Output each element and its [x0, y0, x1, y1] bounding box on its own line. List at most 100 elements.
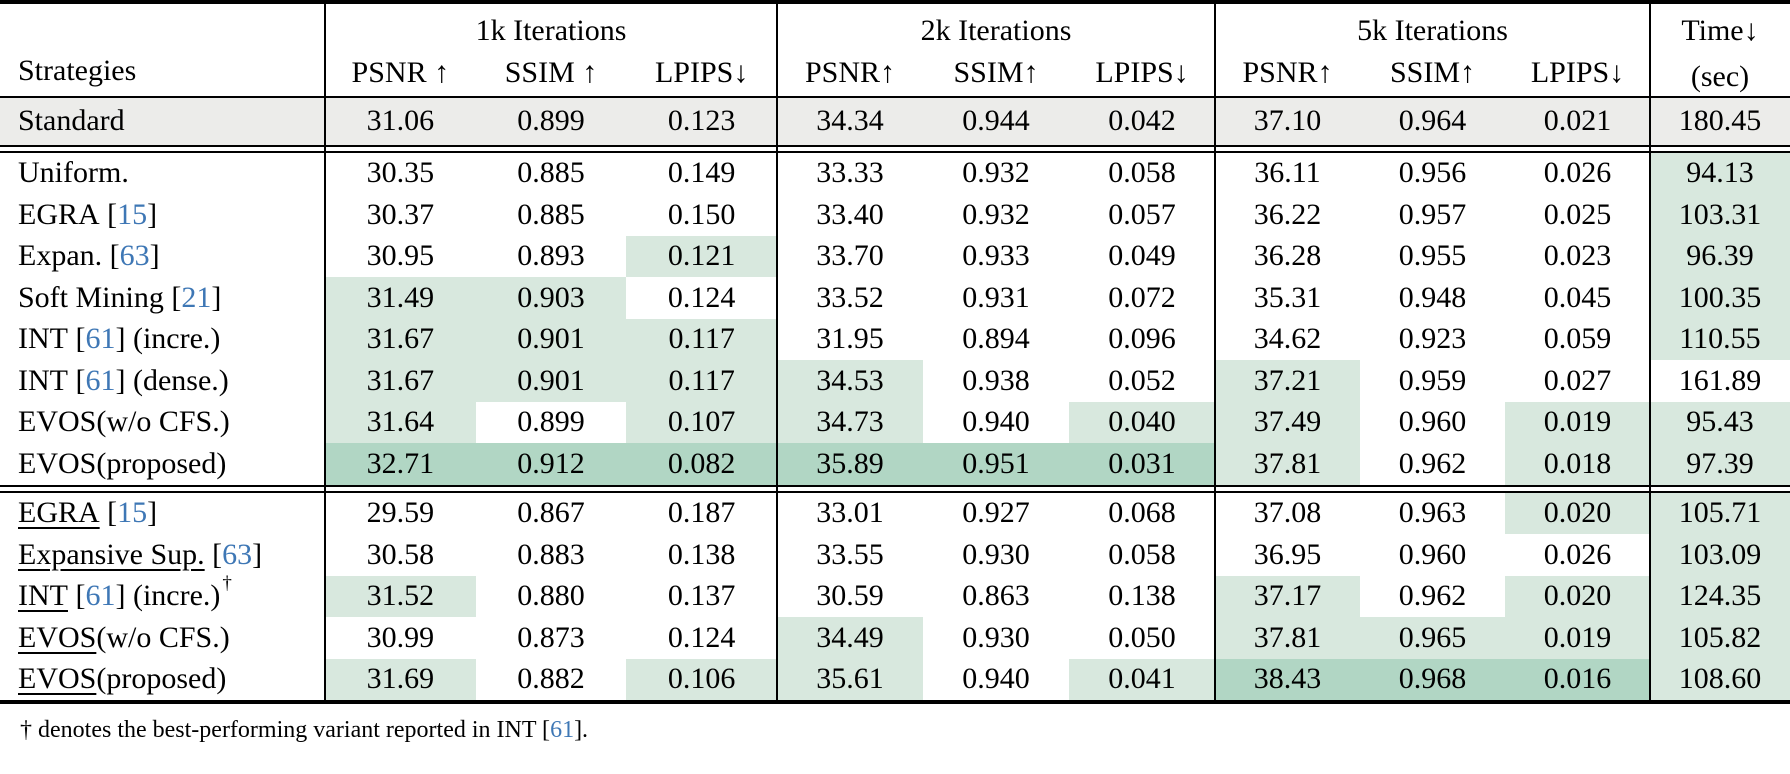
table-row: EVOS (proposed) 31.69 0.882 0.106 35.61 0.940… [0, 658, 1790, 700]
metric-cell-ssim-5k: 0.923 [1398, 322, 1467, 356]
metric-cell-psnr-5k: 36.28 [1253, 239, 1322, 273]
metric-cell-lpips-2k: 0.041 [1068, 658, 1215, 700]
column-separator [1649, 4, 1651, 700]
iteration-group: 1k Iterations PSNR ↑ SSIM ↑ LPIPS↓ [325, 4, 777, 96]
metric-cell-psnr-5k: 36.22 [1253, 197, 1322, 231]
sampling-strategies-section: Uniform. 30.35 0.885 0.149 33.33 0.932 0.058 36… [0, 152, 1790, 485]
time-label: Time↓ [1681, 14, 1759, 47]
section-divider-rule [0, 144, 1790, 153]
metric-cell-ssim-1k: 0.880 [517, 579, 585, 613]
underlined-variants-section: EGRA [15] 29.59 0.867 0.187 33.01 0.927 0.068 3… [0, 492, 1790, 700]
metric-cell-ssim-1k: 0.867 [517, 496, 585, 530]
metric-cell-lpips-1k: 0.149 [667, 156, 736, 190]
metric-cell-lpips-2k: 0.052 [1108, 363, 1176, 397]
strategy-label: EGRA [15] [18, 197, 158, 231]
metric-cell-psnr-2k: 34.49 [776, 617, 923, 659]
group-metric-headers: PSNR↑ SSIM↑ LPIPS↓ [777, 50, 1215, 96]
time-cell-time: 105.71 [1649, 492, 1790, 534]
metric-cell-lpips-2k: 0.049 [1108, 239, 1176, 273]
metric-cell-ssim-2k: 0.933 [962, 239, 1030, 273]
metric-cell-ssim-2k: 0.894 [962, 322, 1030, 356]
metric-cell-ssim-1k: 0.885 [517, 197, 585, 231]
metric-cell-psnr-5k: 36.11 [1254, 156, 1321, 190]
citation: 63 [119, 239, 150, 273]
metric-cell-psnr-1k: 30.37 [366, 197, 435, 231]
metric-cell-ssim-5k: 0.948 [1398, 280, 1467, 314]
strategy-name: EVOS [18, 405, 97, 439]
metric-cell-psnr-2k: 35.61 [776, 658, 923, 700]
metric-cell-psnr-1k: 31.67 [325, 360, 476, 402]
metric-cell-ssim-1k: 0.899 [517, 405, 585, 439]
metric-cell-psnr-2k: 34.73 [776, 401, 923, 443]
metric-cell-lpips-1k: 0.107 [626, 401, 777, 443]
metric-cell-ssim-1k: 0.885 [517, 156, 585, 190]
metric-cell-psnr-1k: 30.35 [366, 156, 435, 190]
group-title: 1k Iterations [475, 14, 627, 47]
metric-cell-psnr-1k: 30.58 [366, 537, 435, 571]
metric-cell-lpips-2k: 0.072 [1108, 280, 1176, 314]
strategy-name: Soft Mining [18, 280, 164, 314]
metric-cell-lpips-5k: 0.023 [1543, 239, 1612, 273]
metric-cell-psnr-2k: 33.40 [816, 197, 884, 231]
strategy-name: INT [18, 363, 68, 397]
time-cell-time: 108.60 [1649, 658, 1790, 700]
metric-cell-lpips-1k: 0.117 [626, 360, 777, 402]
metric-cell-psnr-2k: 30.59 [816, 579, 884, 613]
metric-cell-psnr-5k: 34.62 [1253, 322, 1322, 356]
time-cell-time: 161.89 [1678, 363, 1762, 397]
table-row: EGRA [15] 29.59 0.867 0.187 33.01 0.927 0.068 3… [0, 492, 1790, 534]
table-row: Soft Mining [21] 31.49 0.903 0.124 33.52 0.93… [0, 277, 1790, 319]
strategy-label: Expan. [63] [18, 239, 160, 273]
metric-cell-lpips-1k: 0.117 [626, 318, 777, 360]
metric-cell-psnr-2k: 31.95 [816, 322, 884, 356]
metric-header: SSIM ↑ [504, 56, 598, 89]
metric-cell-lpips-5k: 0.020 [1504, 575, 1650, 617]
metric-cell-psnr-2k: 33.55 [816, 537, 884, 571]
metric-cell-lpips-5k: 0.045 [1543, 280, 1612, 314]
metric-cell-ssim-5k: 0.959 [1398, 363, 1467, 397]
metric-cell-lpips-5k: 0.026 [1543, 156, 1612, 190]
metric-cell-ssim-2k: 0.940 [962, 662, 1030, 696]
table-row: EVOS (proposed) 32.71 0.912 0.082 35.89 0.951… [0, 443, 1790, 485]
strategy-label: Uniform. [0, 153, 325, 195]
metric-cell-psnr-1k: 32.71 [325, 443, 476, 485]
metric-cell-psnr-2k: 33.52 [816, 280, 884, 314]
metric-cell-ssim-2k: 0.930 [962, 537, 1030, 571]
metric-cell-ssim-2k: 0.931 [962, 280, 1030, 314]
metric-cell-ssim-1k: 0.883 [517, 537, 585, 571]
table-row: Uniform. 30.35 0.885 0.149 33.33 0.932 0.058 36… [0, 152, 1790, 195]
table-row: EVOS (w/o CFS.) 31.64 0.899 0.107 34.73 0.940… [0, 401, 1790, 443]
metric-header: LPIPS↓ [654, 56, 749, 89]
group-metric-headers: PSNR ↑ SSIM ↑ LPIPS↓ [325, 50, 777, 96]
metric-cell-psnr-5k: 37.81 [1214, 443, 1360, 485]
strategy-name: INT [18, 322, 68, 356]
strategy-label: INT [61] (incre.) [18, 322, 221, 356]
column-separator [776, 4, 778, 700]
metric-cell-lpips-5k: 0.018 [1504, 443, 1650, 485]
metric-cell-lpips-1k: 0.187 [667, 496, 736, 530]
table-row: INT [61] (dense.) 31.67 0.901 0.117 34.53 0.9… [0, 360, 1790, 402]
metric-cell-lpips-1k: 0.138 [667, 537, 736, 571]
metric-cell-ssim-1k: 0.901 [475, 318, 627, 360]
time-cell-time: 95.43 [1649, 401, 1790, 443]
time-cell-time: 103.09 [1649, 534, 1790, 576]
metric-cell-psnr-5k: 37.10 [1253, 104, 1322, 137]
metric-cell-psnr-5k: 37.81 [1214, 617, 1360, 659]
table-bottom-rule [0, 700, 1790, 704]
metric-cell-ssim-5k: 0.962 [1398, 446, 1467, 480]
citation: 61 [85, 322, 116, 356]
time-unit-label: (sec) [1690, 60, 1750, 93]
metric-cell-lpips-5k: 0.019 [1504, 617, 1650, 659]
metric-cell-psnr-1k: 31.69 [325, 658, 476, 700]
table-header-row: Strategies 1k Iterations PSNR ↑ SSIM ↑ LPIP… [0, 4, 1790, 96]
time-cell-time: 96.39 [1649, 235, 1790, 277]
metric-cell-lpips-5k: 0.019 [1504, 401, 1650, 443]
metric-header: LPIPS↓ [1530, 56, 1625, 89]
metric-cell-ssim-5k: 0.964 [1398, 104, 1467, 137]
citation: 63 [222, 537, 253, 571]
metric-cell-lpips-1k: 0.121 [626, 235, 777, 277]
group-title: 5k Iterations [1357, 14, 1508, 47]
metric-cell-ssim-5k: 0.968 [1359, 658, 1505, 700]
strategy-label: INT [61] (dense.) [18, 363, 229, 397]
strategy-label: Expansive Sup. [63] [18, 537, 263, 571]
